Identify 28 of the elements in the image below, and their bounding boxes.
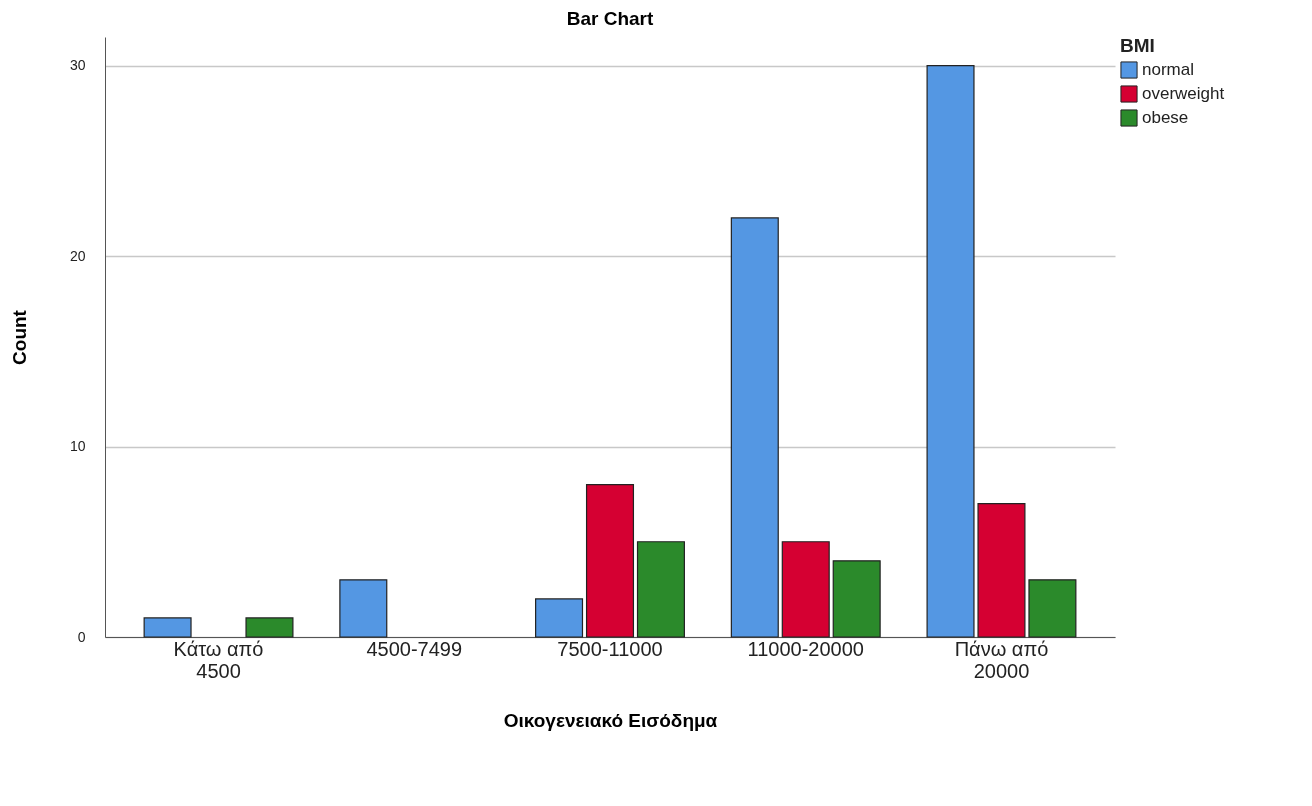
- bar: [339, 579, 388, 638]
- bar: [926, 64, 975, 638]
- bar: [636, 541, 685, 638]
- x-tick-label: Κάτω από 4500: [173, 637, 264, 682]
- legend-label: obese: [1142, 108, 1189, 127]
- bar: [585, 484, 635, 638]
- bar: [977, 503, 1026, 638]
- x-tick-label: 11000-20000: [747, 637, 864, 660]
- bar: [781, 541, 830, 638]
- x-axis-title: Οικογενειακό Εισόδημα: [503, 709, 718, 731]
- bar: [245, 617, 294, 638]
- bar: [832, 560, 881, 638]
- x-tick-label: 7500-11000: [557, 637, 663, 660]
- bar: [535, 598, 584, 638]
- legend-title: BMI: [1120, 35, 1155, 56]
- legend-label: normal: [1142, 60, 1194, 79]
- chart-title: Bar Chart: [566, 8, 654, 29]
- legend-label: overweight: [1142, 84, 1225, 103]
- y-axis-title: Count: [8, 309, 30, 365]
- bar: [1028, 579, 1077, 638]
- y-tick-label: 10: [69, 438, 86, 455]
- y-tick-label: 0: [77, 628, 86, 645]
- x-tick-label: Πάνω από 20000: [954, 637, 1049, 682]
- bar: [730, 217, 779, 638]
- y-tick-label: 30: [69, 57, 86, 74]
- x-tick-label: 4500-7499: [366, 637, 463, 660]
- bar: [143, 617, 192, 638]
- y-tick-label: 20: [69, 247, 86, 264]
